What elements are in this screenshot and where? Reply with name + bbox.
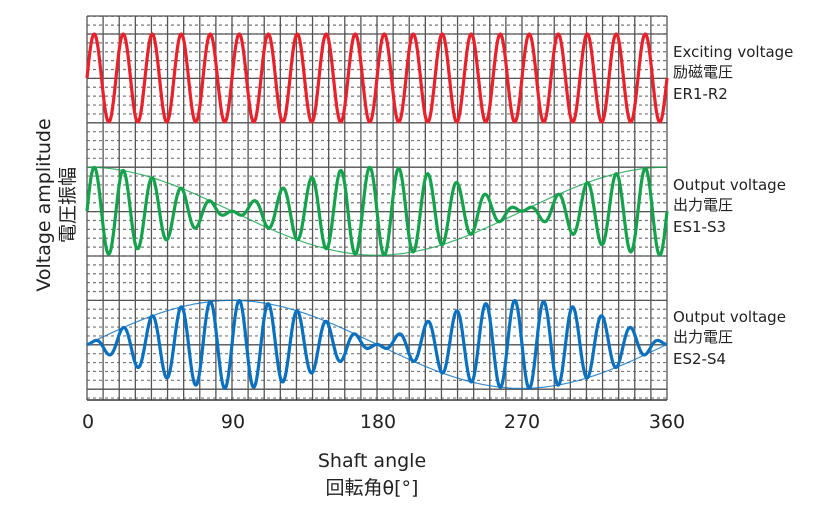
y-axis-title: Voltage amplitude bbox=[33, 118, 55, 291]
x-tick-labels: 0 90 180 270 360 bbox=[82, 411, 685, 433]
x-tick-label: 0 bbox=[82, 411, 94, 433]
series-line-ES1-S3 bbox=[85, 165, 669, 257]
series-terminal: ES2-S4 bbox=[673, 350, 726, 368]
series-terminal: ES1-S3 bbox=[673, 218, 726, 236]
series-line-ER1-R2 bbox=[85, 32, 669, 124]
x-axis-title: Shaft angle bbox=[318, 450, 426, 472]
series-name: Output voltage bbox=[673, 308, 786, 326]
series-name: Output voltage bbox=[673, 176, 786, 194]
waveforms bbox=[85, 32, 669, 390]
series-line-ES2-S4 bbox=[85, 298, 669, 390]
x-tick-label: 90 bbox=[221, 411, 245, 433]
series-name-jp: 出力電圧 bbox=[673, 196, 733, 214]
x-tick-label: 270 bbox=[504, 411, 540, 433]
legend-output-s1s3: Output voltage 出力電圧 ES1-S3 bbox=[673, 176, 786, 236]
series-name-jp: 出力電圧 bbox=[673, 328, 733, 346]
series-name: Exciting voltage bbox=[673, 43, 793, 61]
x-tick-label: 180 bbox=[360, 411, 396, 433]
y-axis-title-jp: 電圧振幅 bbox=[57, 167, 79, 243]
legend-exciting: Exciting voltage 励磁電圧 ER1-R2 bbox=[673, 43, 793, 103]
legend-output-s2s4: Output voltage 出力電圧 ES2-S4 bbox=[673, 308, 786, 368]
x-tick-label: 360 bbox=[649, 411, 685, 433]
series-terminal: ER1-R2 bbox=[673, 85, 728, 103]
series-name-jp: 励磁電圧 bbox=[673, 63, 733, 81]
x-axis-title-jp: 回転角θ[°] bbox=[326, 477, 419, 499]
